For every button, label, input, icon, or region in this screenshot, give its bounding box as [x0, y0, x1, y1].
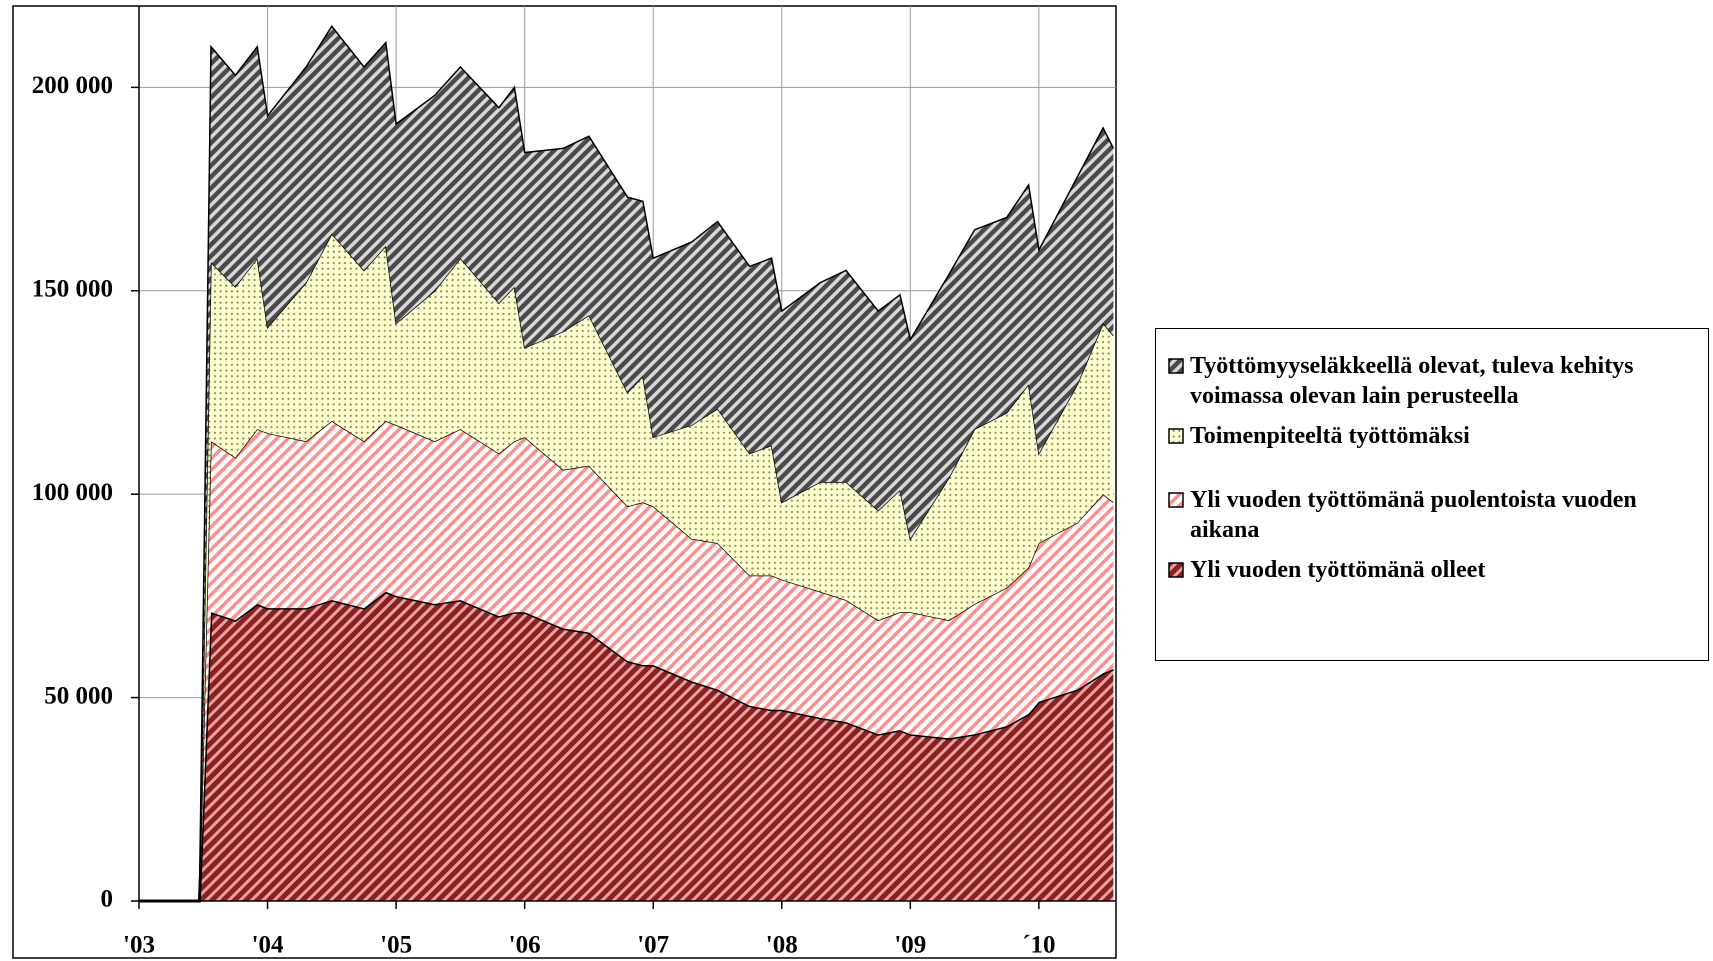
legend-label: Yli vuoden työttömänä puolentoista vuode… [1190, 487, 1637, 543]
area [139, 233, 1114, 902]
area-edge [139, 25, 1115, 902]
chart: 0 50 000 100 000 150 000 200 000 '03 '04 '05 '06… [12, 5, 1117, 959]
x-tick-label: ´10 [1022, 932, 1055, 959]
y-tick-label: 50 000 [44, 682, 113, 709]
area [139, 591, 1114, 901]
x-tick-label: '06 [509, 932, 541, 959]
legend-item: Työttömyyseläkkeellä olevat, tuleva kehi… [1168, 351, 1698, 411]
y-tick-label: 0 [101, 886, 114, 913]
x-tick-label: '08 [766, 932, 798, 959]
chart-frame [12, 5, 1117, 959]
legend-item: Toimenpiteeltä työttömäksi [1168, 421, 1698, 451]
legend-swatch [1168, 428, 1184, 444]
legend-swatch [1168, 492, 1184, 508]
x-tick-label: '03 [123, 932, 155, 959]
legend: Työttömyyseläkkeellä olevat, tuleva kehi… [1155, 328, 1709, 661]
area [139, 421, 1114, 901]
legend-label: Yli vuoden työttömänä olleet [1190, 557, 1486, 583]
y-tick-label: 200 000 [32, 72, 113, 99]
legend-label: Toimenpiteeltä työttömäksi [1190, 423, 1470, 449]
y-tick-label: 150 000 [32, 276, 113, 303]
legend-swatch [1168, 358, 1184, 374]
x-tick-label: '04 [252, 932, 284, 959]
legend-item: Yli vuoden työttömänä olleet [1168, 555, 1698, 585]
x-tick-label: '05 [380, 932, 412, 959]
legend-label: Työttömyyseläkkeellä olevat, tuleva kehi… [1190, 353, 1634, 409]
area [139, 26, 1114, 902]
x-tick-label: '07 [637, 932, 669, 959]
legend-item: Yli vuoden työttömänä puolentoista vuode… [1168, 485, 1698, 545]
legend-swatch [1168, 562, 1184, 578]
x-tick-label: '09 [894, 932, 926, 959]
y-tick-label: 100 000 [32, 479, 113, 506]
